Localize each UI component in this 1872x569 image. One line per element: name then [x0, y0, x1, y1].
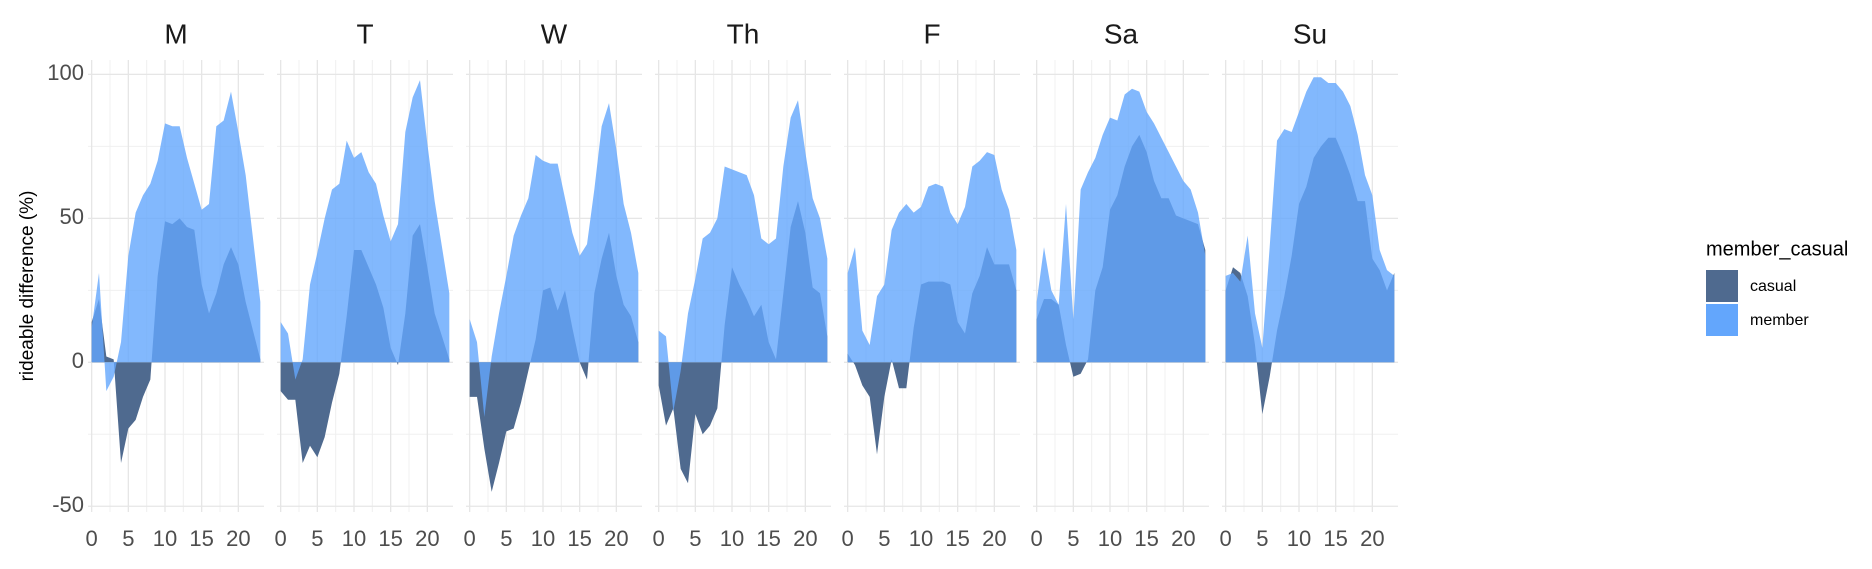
area-member-sa — [1036, 88, 1206, 363]
y-tick-label--50: -50 — [52, 492, 84, 517]
x-tick-label-f-10: 10 — [909, 526, 933, 551]
legend-key-member — [1706, 304, 1738, 336]
legend-label-member: member — [1750, 312, 1809, 329]
facet-label-w: W — [541, 18, 568, 49]
x-tick-label-th-20: 20 — [793, 526, 817, 551]
y-tick-label-0: 0 — [72, 348, 84, 373]
x-tick-label-su-20: 20 — [1360, 526, 1384, 551]
x-tick-label-sa-20: 20 — [1171, 526, 1195, 551]
y-axis-title: rideable difference (%) — [17, 191, 38, 382]
legend-label-casual: casual — [1750, 278, 1796, 295]
x-tick-label-su-15: 15 — [1323, 526, 1347, 551]
area-member-m — [91, 91, 261, 392]
x-tick-label-f-5: 5 — [878, 526, 890, 551]
x-tick-label-t-0: 0 — [275, 526, 287, 551]
y-tick-label-50: 50 — [60, 204, 84, 229]
x-tick-label-f-20: 20 — [982, 526, 1006, 551]
x-tick-label-th-10: 10 — [720, 526, 744, 551]
x-tick-label-sa-15: 15 — [1134, 526, 1158, 551]
x-tick-label-w-0: 0 — [464, 526, 476, 551]
area-member-f — [847, 152, 1017, 363]
x-tick-label-th-5: 5 — [689, 526, 701, 551]
x-tick-label-t-15: 15 — [378, 526, 402, 551]
x-tick-label-sa-5: 5 — [1067, 526, 1079, 551]
legend-key-casual — [1706, 270, 1738, 302]
x-tick-label-f-0: 0 — [842, 526, 854, 551]
x-tick-label-w-20: 20 — [604, 526, 628, 551]
x-tick-label-t-5: 5 — [311, 526, 323, 551]
x-tick-label-m-15: 15 — [189, 526, 213, 551]
x-tick-label-f-15: 15 — [945, 526, 969, 551]
x-tick-label-w-15: 15 — [567, 526, 591, 551]
facet-label-su: Su — [1293, 18, 1327, 49]
y-tick-label-100: 100 — [47, 60, 84, 85]
area-member-t — [280, 80, 450, 380]
x-tick-label-su-5: 5 — [1256, 526, 1268, 551]
x-tick-label-w-10: 10 — [531, 526, 555, 551]
x-tick-label-t-20: 20 — [415, 526, 439, 551]
x-tick-label-sa-10: 10 — [1098, 526, 1122, 551]
x-tick-label-t-10: 10 — [342, 526, 366, 551]
x-tick-label-m-0: 0 — [86, 526, 98, 551]
x-tick-label-th-15: 15 — [756, 526, 780, 551]
area-member-su — [1225, 77, 1395, 363]
legend-title: member_casual — [1706, 238, 1848, 260]
x-tick-label-m-10: 10 — [153, 526, 177, 551]
facet-label-t: T — [356, 18, 373, 49]
x-tick-label-sa-0: 0 — [1031, 526, 1043, 551]
x-tick-label-m-20: 20 — [226, 526, 250, 551]
facet-label-f: F — [923, 18, 940, 49]
x-tick-label-su-0: 0 — [1220, 526, 1232, 551]
area-member-th — [658, 100, 828, 412]
facet-label-sa: Sa — [1104, 18, 1139, 49]
facet-label-m: M — [164, 18, 187, 49]
x-tick-label-w-5: 5 — [500, 526, 512, 551]
x-tick-label-su-10: 10 — [1287, 526, 1311, 551]
facet-label-th: Th — [727, 18, 760, 49]
x-tick-label-m-5: 5 — [122, 526, 134, 551]
area-member-w — [469, 103, 639, 417]
x-tick-label-th-0: 0 — [653, 526, 665, 551]
